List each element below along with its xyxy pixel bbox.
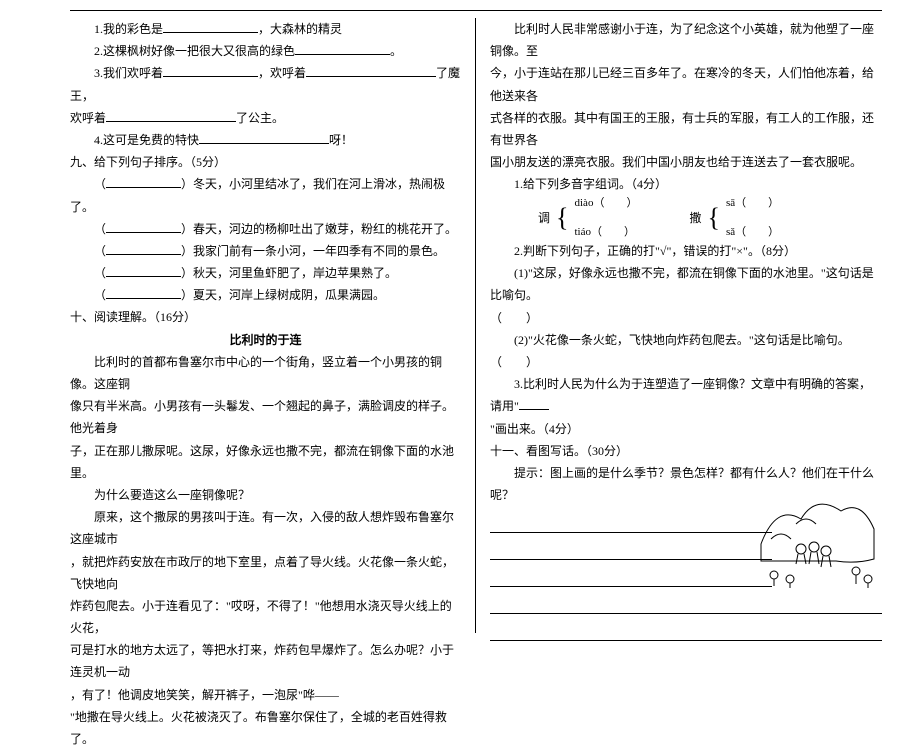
text: 4.这可是免费的特快 [94, 133, 199, 147]
pinyin-diao: diào（ ） [575, 196, 638, 211]
blank[interactable] [106, 286, 181, 299]
question-3b: "画出来。（4分） [490, 418, 882, 440]
question-1: 1.给下列多音字组词。（4分） [490, 173, 882, 195]
passage-line: 为什么要造这么一座铜像呢？ [70, 484, 461, 506]
blank[interactable] [199, 131, 329, 144]
fill-line-1: 1.我的彩色是 ，大森林的精灵 [70, 18, 461, 40]
blank[interactable] [295, 42, 390, 55]
passage-line: 式各样的衣服。其中有国王的王服，有士兵的军服，有工人的工作服，还有世界各 [490, 107, 882, 151]
text: ）春天，河边的杨柳吐出了嫩芽，粉红的桃花开了。 [181, 222, 457, 236]
writing-line[interactable] [490, 593, 882, 614]
passage-line: 比利时人民非常感谢小于连，为了纪念这个小英雄，就为他塑了一座铜像。至 [490, 18, 882, 62]
text: ）夏天，河岸上绿树成阴，瓜果满园。 [181, 288, 385, 302]
text: ）秋天，河里鱼虾肥了，岸边苹果熟了。 [181, 266, 397, 280]
text: 2.这棵枫树好像一把很大又很高的绿色 [94, 44, 295, 58]
q2-sub1: (1)"这尿，好像永远也撒不完，都流在铜像下面的水池里。"这句话是比喻句。 [490, 262, 882, 306]
blank[interactable] [106, 264, 181, 277]
blank[interactable] [106, 175, 181, 188]
passage-line: 子，正在那儿撒尿呢。这尿，好像永远也撒不完，都流在铜像下面的水池里。 [70, 440, 461, 484]
passage-title: 比利时的于连 [70, 329, 461, 351]
q2-sub2: (2)"火花像一条火蛇，飞快地向炸药包爬去。"这句话是比喻句。 （ ） [490, 329, 882, 373]
question-2: 2.判断下列句子，正确的打"√"，错误的打"×"。（8分） [490, 240, 882, 262]
passage-line: 原来，这个撒尿的男孩叫于连。有一次，入侵的敌人想炸毁布鲁塞尔这座城市 [70, 506, 461, 550]
writing-line[interactable] [490, 512, 772, 533]
fill-line-3a: 3.我们欢呼着，欢呼着了魔王， [70, 62, 461, 106]
duoyin-row: 调 { diào（ ） tiáo（ ） 撒 { sā（ ） sǎ（ ） [538, 196, 882, 241]
left-column: 1.我的彩色是 ，大森林的精灵 2.这棵枫树好像一把很大又很高的绿色 。 3.我们欢… [70, 18, 476, 633]
question-3a: 3.比利时人民为什么为于连塑造了一座铜像？文章中有明确的答案，请用" [490, 373, 882, 417]
order-line: （）冬天，小河里结冰了，我们在河上滑冰，热闹极了。 [70, 173, 461, 217]
blank[interactable] [163, 20, 258, 33]
text: 了公主。 [236, 111, 284, 125]
text: ，大森林的精灵 [258, 22, 342, 36]
order-line: （）我家门前有一条小河，一年四季有不同的景色。 [70, 240, 461, 262]
passage-line: 可是打水的地方太远了，等把水打来，炸药包早爆炸了。怎么办呢？小于连灵机一动 [70, 639, 461, 683]
passage-line: 像只有半米高。小男孩有一头鬈发、一个翘起的鼻子，满脸调皮的样子。他光着身 [70, 395, 461, 439]
pinyin-sa1: sā（ ） [726, 196, 779, 211]
passage-line: ，就把炸药安放在市政厅的地下室里，点着了导火线。火花像一条火蛇，飞快地向 [70, 551, 461, 595]
fill-line-4: 4.这可是免费的特快 呀！ [70, 129, 461, 151]
order-line: （）夏天，河岸上绿树成阴，瓜果满园。 [70, 284, 461, 306]
fill-line-2: 2.这棵枫树好像一把很大又很高的绿色 。 [70, 40, 461, 62]
blank[interactable] [106, 220, 181, 233]
passage-line: 国小朋友送的漂亮衣服。我们中国小朋友也给于连送去了一套衣服呢。 [490, 151, 882, 173]
passage-line: ，有了！他调皮地笑笑，解开裤子，一泡尿"哗—— [70, 684, 461, 706]
pinyin-col: sā（ ） sǎ（ ） [726, 196, 779, 241]
writing-line[interactable] [490, 539, 772, 560]
two-column-layout: 1.我的彩色是 ，大森林的精灵 2.这棵枫树好像一把很大又很高的绿色 。 3.我们欢… [70, 18, 882, 633]
text: 欢呼着 [70, 111, 106, 125]
fill-line-3b: 欢呼着 了公主。 [70, 107, 461, 129]
writing-line[interactable] [490, 566, 772, 587]
picnic-illustration [756, 489, 876, 589]
blank[interactable] [106, 242, 181, 255]
section-11-heading: 十一、看图写话。（30分） [490, 440, 882, 462]
passage-line: 今，小于连站在那儿已经三百多年了。在寒冷的冬天，人们怕他冻着，给他送来各 [490, 62, 882, 106]
section-9-heading: 九、给下列句子排序。（5分） [70, 151, 461, 173]
text: 1.我的彩色是 [94, 22, 163, 36]
writing-line[interactable] [490, 620, 882, 641]
hanzi-tiao: 调 [538, 207, 550, 229]
text: ，欢呼着 [258, 66, 306, 80]
pinyin-sa3: sǎ（ ） [726, 225, 779, 240]
blank[interactable] [106, 109, 236, 122]
text: 。 [390, 44, 402, 58]
passage-line: 比利时的首都布鲁塞尔市中心的一个街角，竖立着一个小男孩的铜像。这座铜 [70, 351, 461, 395]
passage-line: "地撒在导火线上。火花被浇灭了。布鲁塞尔保住了，全城的老百姓得救了。 [70, 706, 461, 750]
text: 3.我们欢呼着 [94, 66, 163, 80]
q2-sub1-paren: （ ） [490, 307, 882, 329]
pinyin-col: diào（ ） tiáo（ ） [575, 196, 638, 241]
text: 呀！ [329, 133, 353, 147]
blank[interactable] [306, 64, 436, 77]
pinyin-tiao: tiáo（ ） [575, 225, 638, 240]
top-rule [70, 10, 882, 11]
passage-line: 炸药包爬去。小于连看见了："哎呀，不得了！"他想用水浇灭导火线上的火花， [70, 595, 461, 639]
section-10-heading: 十、阅读理解。（16分） [70, 306, 461, 328]
text: ）我家门前有一条小河，一年四季有不同的景色。 [181, 244, 445, 258]
order-line: （）春天，河边的杨柳吐出了嫩芽，粉红的桃花开了。 [70, 218, 461, 240]
hanzi-sa: 撒 [689, 207, 701, 229]
blank[interactable] [519, 397, 549, 410]
brace-icon: { [556, 205, 568, 231]
worksheet-page: 1.我的彩色是 ，大森林的精灵 2.这棵枫树好像一把很大又很高的绿色 。 3.我们欢… [0, 0, 920, 651]
right-column: 比利时人民非常感谢小于连，为了纪念这个小英雄，就为他塑了一座铜像。至 今，小于连… [476, 18, 882, 633]
order-line: （）秋天，河里鱼虾肥了，岸边苹果熟了。 [70, 262, 461, 284]
blank[interactable] [163, 64, 258, 77]
brace-icon: { [707, 205, 719, 231]
